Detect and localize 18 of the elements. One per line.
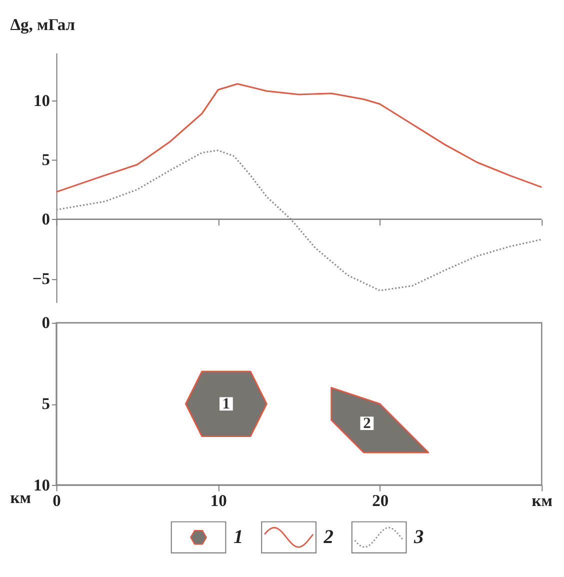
x-tick-label: 20: [372, 490, 389, 510]
y-tick-label: 5: [42, 394, 50, 414]
y-tick-label: 10: [33, 475, 50, 494]
y-tick-label: −5: [32, 269, 50, 288]
y-axis-title: Δg, мГал: [10, 15, 75, 34]
annotation: 1: [222, 396, 230, 413]
y-tick-label: 0: [42, 210, 50, 229]
line-series: [56, 83, 542, 193]
y-tick-label: 0: [42, 313, 50, 332]
legend-label: 3: [413, 527, 424, 548]
annotation: 2: [363, 415, 372, 432]
legend-label: 1: [233, 527, 244, 548]
y-tick-label: 5: [42, 150, 50, 170]
x-tick-label: км: [532, 490, 553, 510]
legend-label: 2: [322, 527, 334, 548]
line-series: [56, 150, 542, 292]
y-tick-label: 10: [33, 90, 50, 110]
x-tick-label: 10: [210, 490, 227, 510]
